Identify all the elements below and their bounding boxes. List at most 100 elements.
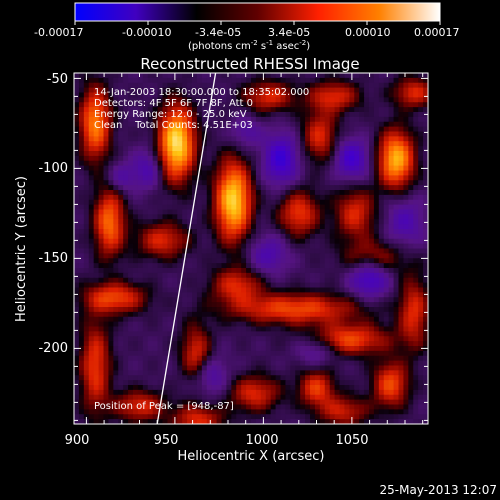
heatmap-cell [98,82,105,89]
heatmap-cell [408,321,414,328]
heatmap-cell [349,277,355,284]
heatmap-cell [133,277,139,284]
heatmap-cell [329,238,336,245]
heatmap-cell [113,399,119,406]
heatmap-cell [192,141,198,147]
heatmap-cell [329,160,336,167]
heatmap-cell [98,112,105,118]
heatmap-cell [78,175,85,181]
heatmap-cell [152,87,159,94]
heatmap-cell [383,112,390,118]
heatmap-cell [349,87,355,94]
heatmap-cell [310,258,316,264]
heatmap-cell [408,326,414,332]
heatmap-cell [423,107,428,113]
heatmap-cell [137,175,144,181]
heatmap-cell [364,87,370,94]
heatmap-cell [201,92,208,98]
heatmap-cell [251,219,257,225]
heatmap-cell [113,360,119,367]
heatmap-cell [305,194,311,201]
heatmap-cell [118,307,124,313]
heatmap-cell [295,233,301,240]
heatmap-cell [221,370,228,376]
heatmap-cell [378,82,385,89]
heatmap-cell [314,258,321,264]
heatmap-cell [187,165,193,172]
heatmap-cell [339,326,346,332]
heatmap-cell [221,82,228,89]
colorbar-strip [74,2,441,22]
heatmap-cell [334,180,341,186]
heatmap-cell [147,277,154,284]
heatmap-cell [196,360,203,367]
heatmap-cell [373,87,380,94]
heatmap-cell [378,151,385,157]
heatmap-cell [300,204,306,211]
heatmap-cell [373,121,380,128]
heatmap-cell [211,141,218,147]
heatmap-cell [295,165,301,172]
heatmap-cell [142,199,149,206]
heatmap-cell [388,131,395,137]
heatmap-cell [147,263,154,269]
heatmap-cell [285,277,291,284]
heatmap-cell [157,233,164,240]
heatmap-cell [310,272,316,279]
heatmap-cell [393,209,400,215]
heatmap-cell [226,233,232,240]
heatmap-cell [251,87,257,94]
heatmap-cell [103,268,110,274]
heatmap-cell [413,194,419,201]
heatmap-cell [113,185,119,191]
heatmap-cell [319,121,326,128]
heatmap-cell [324,175,331,181]
heatmap-cell [211,160,218,167]
heatmap-cell [398,87,405,94]
heatmap-cell [221,389,228,396]
heatmap-cell [201,107,208,113]
heatmap-cell [128,219,134,225]
heatmap-cell [398,258,405,264]
heatmap-cell [133,73,139,79]
heatmap-cell [201,302,208,308]
heatmap-cell [133,77,139,84]
heatmap-cell [310,268,316,274]
heatmap-cell [192,214,198,220]
heatmap-cell [418,102,424,108]
heatmap-cell [354,87,360,94]
heatmap-cell [246,355,252,362]
heatmap-cell [74,190,80,196]
heatmap-cell [270,331,277,337]
heatmap-cell [378,389,385,396]
heatmap-cell [118,194,124,201]
heatmap-cell [74,336,80,342]
heatmap-cell [334,248,341,254]
heatmap-cell [187,272,193,279]
heatmap-cell [373,136,380,142]
heatmap-cell [413,175,419,181]
heatmap-cell [211,229,218,235]
heatmap-cell [103,375,110,381]
heatmap-cell [182,385,188,391]
heatmap-cell [378,160,385,167]
heatmap-cell [270,268,277,274]
heatmap-cell [187,380,193,386]
heatmap-cell [167,263,173,269]
heatmap-cell [275,126,282,133]
heatmap-cell [388,311,395,318]
heatmap-cell [413,204,419,211]
heatmap-cell [133,233,139,240]
heatmap-cell [334,365,341,371]
heatmap-cell [349,316,355,323]
heatmap-cell [403,380,409,386]
heatmap-cell [251,389,257,396]
heatmap-cell [83,185,90,191]
heatmap-cell [221,194,228,201]
heatmap-cell [359,287,365,293]
heatmap-cell [93,311,100,318]
heatmap-cell [157,82,164,89]
heatmap-cell [83,258,90,264]
heatmap-cell [83,248,90,254]
heatmap-cell [128,209,134,215]
